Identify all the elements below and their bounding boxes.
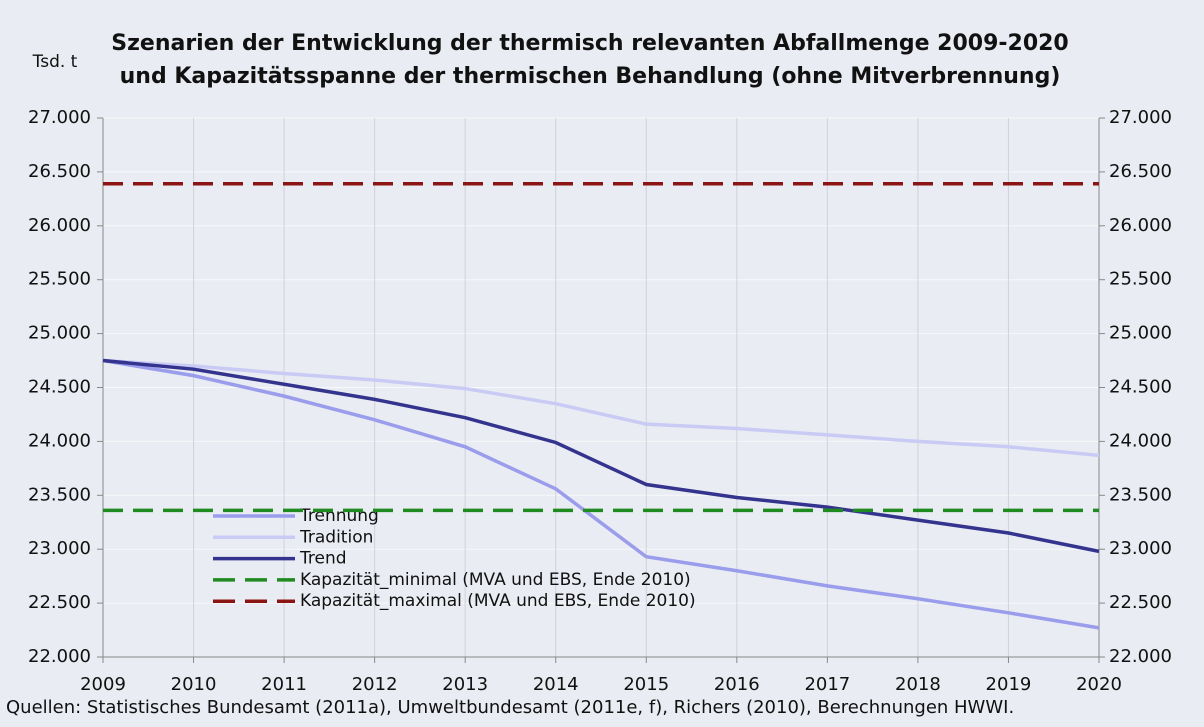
y2-tick-label: 24.000: [1109, 430, 1172, 451]
x-tick-label: 2018: [895, 674, 941, 695]
chart-title: Szenarien der Entwicklung der thermisch …: [111, 31, 1069, 56]
line-series: [102, 358, 1100, 630]
y2-tick-label: 27.000: [1109, 107, 1172, 128]
y-tick-label: 27.000: [28, 107, 91, 128]
x-tick-label: 2011: [261, 674, 307, 695]
y-tick-label: 22.500: [28, 592, 91, 613]
x-tick-label: 2020: [1076, 674, 1122, 695]
x-tick-label: 2017: [804, 674, 850, 695]
y2-tick-label: 23.000: [1109, 538, 1172, 559]
legend-label: Kapazität_minimal (MVA und EBS, Ende 201…: [300, 570, 691, 590]
y-tick-label: 26.000: [28, 215, 91, 236]
y2-tick-label: 25.500: [1109, 269, 1172, 290]
chart-title: und Kapazitätsspanne der thermischen Beh…: [120, 64, 1061, 89]
legend-label: Trend: [299, 549, 347, 569]
y-tick-label: 22.000: [28, 646, 91, 667]
y2-tick-label: 24.500: [1109, 377, 1172, 398]
y-tick-label: 25.500: [28, 269, 91, 290]
x-tick-label: 2019: [986, 674, 1032, 695]
legend-label: Trennung: [299, 506, 379, 526]
x-tick-label: 2009: [80, 674, 126, 695]
y2-tick-label: 26.000: [1109, 215, 1172, 236]
x-tick-label: 2010: [171, 674, 217, 695]
y-tick-label: 25.000: [28, 323, 91, 344]
y-tick-label: 24.000: [28, 430, 91, 451]
source-note: Quellen: Statistisches Bundesamt (2011a)…: [6, 697, 1014, 718]
y2-tick-label: 22.500: [1109, 592, 1172, 613]
line-series: [102, 358, 1100, 458]
x-tick-label: 2016: [714, 674, 760, 695]
x-tick-label: 2013: [442, 674, 488, 695]
legend-label: Tradition: [299, 527, 373, 547]
y-tick-label: 23.500: [28, 484, 91, 505]
y-axis-label: Tsd. t: [32, 52, 78, 72]
y-tick-label: 26.500: [28, 161, 91, 182]
y2-tick-label: 22.000: [1109, 646, 1172, 667]
legend-label: Kapazität_maximal (MVA und EBS, Ende 201…: [300, 591, 696, 611]
y-tick-label: 24.500: [28, 377, 91, 398]
x-tick-label: 2014: [533, 674, 579, 695]
y2-tick-label: 26.500: [1109, 161, 1172, 182]
y2-tick-label: 25.000: [1109, 323, 1172, 344]
x-tick-label: 2015: [623, 674, 669, 695]
x-tick-label: 2012: [352, 674, 398, 695]
y-tick-label: 23.000: [28, 538, 91, 559]
y2-tick-label: 23.500: [1109, 484, 1172, 505]
line-series: [102, 358, 1100, 554]
